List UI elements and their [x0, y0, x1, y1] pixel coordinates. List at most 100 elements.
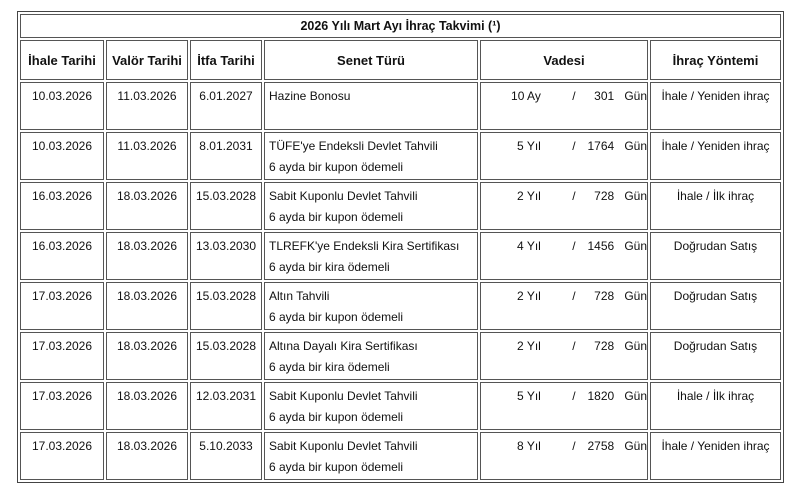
value-date: 11.03.2026	[106, 132, 188, 180]
security-line: 6 ayda bir kira ödemeli	[269, 260, 390, 274]
maturity: 8 Yıl / 2758 Gün	[480, 432, 648, 480]
maturity: 2 Yıl / 728 Gün	[480, 182, 648, 230]
security-line: 6 ayda bir kupon ödemeli	[269, 460, 404, 474]
separator: /	[572, 389, 576, 403]
maturity-line: 8 Yıl / 2758 Gün	[481, 436, 647, 457]
issue-method: Doğrudan Satış	[650, 282, 781, 330]
maturity-date: 8.01.2031	[190, 132, 262, 180]
separator: /	[572, 189, 576, 203]
days: 728	[594, 339, 615, 353]
maturity: 5 Yıl / 1764 Gün	[480, 132, 648, 180]
maturity-date: 15.03.2028	[190, 332, 262, 380]
maturity-line: 10 Ay / 301 Gün	[481, 86, 647, 107]
table-row: 10.03.2026 11.03.2026 6.01.2027 Hazine Bono…	[20, 82, 781, 130]
days: 1764	[587, 139, 615, 153]
security-type: Sabit Kuponlu Devlet Tahvili 6 ayda bir k…	[264, 182, 478, 230]
days-unit: Gün	[624, 389, 648, 403]
column-header: İtfa Tarihi	[190, 40, 262, 80]
column-header: Vadesi	[480, 40, 648, 80]
security-type: TÜFE'ye Endeksli Devlet Tahvili 6 ayda bi…	[264, 132, 478, 180]
security-type: Sabit Kuponlu Devlet Tahvili 6 ayda bir k…	[264, 432, 478, 480]
days: 728	[594, 189, 615, 203]
security-line: Sabit Kuponlu Devlet Tahvili	[269, 389, 418, 403]
days: 1456	[587, 239, 615, 253]
maturity-line: 5 Yıl / 1820 Gün	[481, 386, 647, 407]
auction-date: 17.03.2026	[20, 332, 104, 380]
value-date: 18.03.2026	[106, 282, 188, 330]
security-line: Hazine Bonosu	[269, 89, 351, 103]
maturity: 10 Ay / 301 Gün	[480, 82, 648, 130]
table-row: 16.03.2026 18.03.2026 13.03.2030 TLREFK'ye …	[20, 232, 781, 280]
term: 5 Yıl	[517, 139, 541, 153]
security-type: Sabit Kuponlu Devlet Tahvili 6 ayda bir k…	[264, 382, 478, 430]
days: 2758	[587, 439, 615, 453]
days-unit: Gün	[624, 339, 648, 353]
days: 301	[594, 89, 615, 103]
table-row: 16.03.2026 18.03.2026 15.03.2028 Sabit Kupo…	[20, 182, 781, 230]
security-line: 6 ayda bir kupon ödemeli	[269, 310, 404, 324]
separator: /	[572, 439, 576, 453]
days-unit: Gün	[624, 89, 648, 103]
issue-method: Doğrudan Satış	[650, 232, 781, 280]
maturity: 2 Yıl / 728 Gün	[480, 332, 648, 380]
value-date: 18.03.2026	[106, 232, 188, 280]
value-date: 11.03.2026	[106, 82, 188, 130]
maturity: 5 Yıl / 1820 Gün	[480, 382, 648, 430]
auction-date: 16.03.2026	[20, 232, 104, 280]
schedule-table: 2026 Yılı Mart Ayı İhraç Takvimi (¹) İha…	[17, 11, 784, 483]
security-line: TÜFE'ye Endeksli Devlet Tahvili	[269, 139, 438, 153]
issue-method: İhale / Yeniden ihraç	[650, 432, 781, 480]
auction-date: 17.03.2026	[20, 282, 104, 330]
issue-method: Doğrudan Satış	[650, 332, 781, 380]
security-line: Sabit Kuponlu Devlet Tahvili	[269, 189, 418, 203]
maturity-date: 5.10.2033	[190, 432, 262, 480]
days-unit: Gün	[624, 439, 648, 453]
maturity-date: 13.03.2030	[190, 232, 262, 280]
days-unit: Gün	[624, 239, 648, 253]
security-type: Hazine Bonosu	[264, 82, 478, 130]
security-type: Altına Dayalı Kira Sertifikası 6 ayda bir…	[264, 332, 478, 380]
maturity: 4 Yıl / 1456 Gün	[480, 232, 648, 280]
auction-date: 17.03.2026	[20, 382, 104, 430]
table-row: 17.03.2026 18.03.2026 5.10.2033 Sabit Kupon…	[20, 432, 781, 480]
term: 10 Ay	[511, 89, 541, 103]
days-unit: Gün	[624, 139, 648, 153]
maturity-date: 15.03.2028	[190, 282, 262, 330]
column-header: Senet Türü	[264, 40, 478, 80]
days: 728	[594, 289, 615, 303]
table-row: 17.03.2026 18.03.2026 12.03.2031 Sabit Kupo…	[20, 382, 781, 430]
value-date: 18.03.2026	[106, 332, 188, 380]
maturity-line: 5 Yıl / 1764 Gün	[481, 136, 647, 157]
issue-method: İhale / İlk ihraç	[650, 382, 781, 430]
separator: /	[572, 139, 576, 153]
separator: /	[572, 89, 576, 103]
days-unit: Gün	[624, 289, 648, 303]
table-title: 2026 Yılı Mart Ayı İhraç Takvimi (¹)	[20, 14, 781, 38]
auction-date: 16.03.2026	[20, 182, 104, 230]
security-line: Sabit Kuponlu Devlet Tahvili	[269, 439, 418, 453]
days-unit: Gün	[624, 189, 648, 203]
maturity-line: 2 Yıl / 728 Gün	[481, 286, 647, 307]
auction-date: 10.03.2026	[20, 132, 104, 180]
issue-method: İhale / İlk ihraç	[650, 182, 781, 230]
days: 1820	[587, 389, 615, 403]
security-line: TLREFK'ye Endeksli Kira Sertifikası	[269, 239, 460, 253]
maturity-line: 2 Yıl / 728 Gün	[481, 336, 647, 357]
issue-method: İhale / Yeniden ihraç	[650, 132, 781, 180]
term: 8 Yıl	[517, 439, 541, 453]
security-type: TLREFK'ye Endeksli Kira Sertifikası 6 ayd…	[264, 232, 478, 280]
maturity: 2 Yıl / 728 Gün	[480, 282, 648, 330]
value-date: 18.03.2026	[106, 432, 188, 480]
security-line: Altına Dayalı Kira Sertifikası	[269, 339, 418, 353]
value-date: 18.03.2026	[106, 182, 188, 230]
security-line: 6 ayda bir kupon ödemeli	[269, 160, 404, 174]
maturity-line: 4 Yıl / 1456 Gün	[481, 236, 647, 257]
auction-date: 17.03.2026	[20, 432, 104, 480]
term: 4 Yıl	[517, 239, 541, 253]
separator: /	[572, 239, 576, 253]
term: 2 Yıl	[517, 189, 541, 203]
term: 5 Yıl	[517, 389, 541, 403]
value-date: 18.03.2026	[106, 382, 188, 430]
column-header: İhraç Yöntemi	[650, 40, 781, 80]
